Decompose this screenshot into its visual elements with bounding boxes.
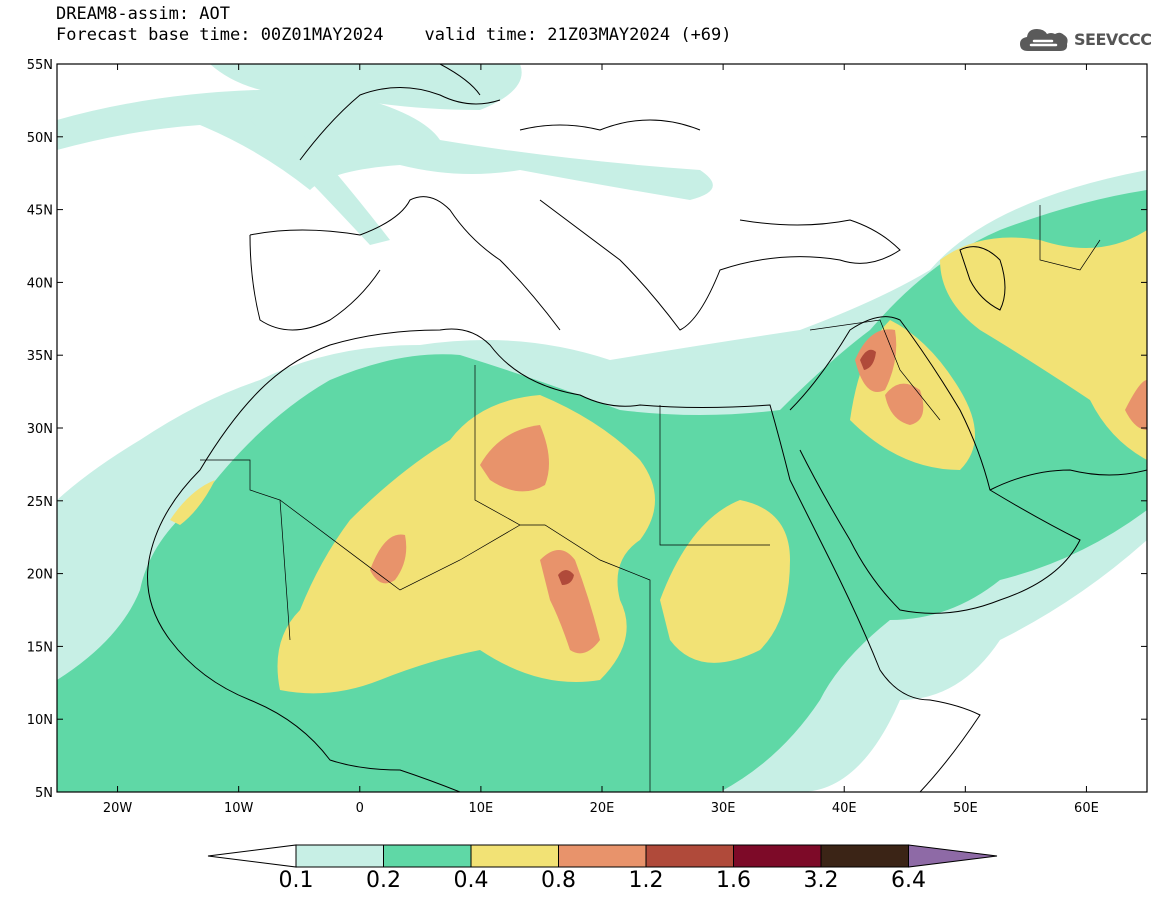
colorbar-box <box>470 844 559 868</box>
lon-axis: 20W 10W 0 10E 20E 30E 40E 50E 60E <box>103 64 1099 816</box>
lat-tick-label: 40N <box>27 276 53 291</box>
map-title: DREAM8-assim: AOT <box>56 4 230 24</box>
aot-band-12-chad <box>558 570 574 585</box>
colorbar-label: 1.2 <box>628 868 664 893</box>
colorbar-label: 1.6 <box>716 868 751 893</box>
colorbar <box>207 844 998 868</box>
colorbar-under-arrow <box>207 844 297 868</box>
aot-band-08-chad <box>540 550 600 654</box>
borders <box>200 205 1101 792</box>
aot-band-08-libya <box>480 425 549 492</box>
lat-tick-label: 20N <box>27 568 53 583</box>
map-subtitle: Forecast base time: 00Z01MAY2024 valid t… <box>56 25 732 45</box>
lon-tick-label: 0 <box>356 801 364 816</box>
seevccc-logo: SEEVCCC <box>1018 22 1152 56</box>
base-time: Forecast base time: 00Z01MAY2024 <box>56 25 384 45</box>
border-algeria-libya <box>474 365 651 792</box>
aot-band-08-iran <box>1125 380 1147 430</box>
colorbar-label: 0.1 <box>278 868 314 893</box>
aot-band-04-wafrica <box>170 480 215 525</box>
colorbar-label: 0.4 <box>453 868 489 893</box>
aot-band-08-iraq2 <box>885 383 924 425</box>
colorbar-box <box>733 844 822 868</box>
colorbar-box <box>558 844 647 868</box>
colorbar-label: 0.8 <box>541 868 576 893</box>
lon-tick-label: 50E <box>953 801 978 816</box>
aot-band-08-iraq <box>855 329 897 392</box>
coastline-caspian <box>959 246 1006 311</box>
lat-tick-label: 15N <box>27 640 53 655</box>
lat-axis: 55N 50N 45N 40N 35N 30N 25N 20N 15N 10N 5N <box>27 58 1147 801</box>
colorbar-box <box>645 844 734 868</box>
lon-tick-label: 30E <box>711 801 736 816</box>
colorbar-over-arrow <box>908 844 998 868</box>
lat-tick-label: 30N <box>27 422 53 437</box>
colorbar-box <box>820 844 909 868</box>
coastlines <box>147 64 1147 792</box>
lat-tick-label: 25N <box>27 495 53 510</box>
lon-tick-label: 10W <box>224 801 254 816</box>
coastline-arabia <box>789 316 1081 614</box>
lon-tick-label: 60E <box>1074 801 1099 816</box>
border-central-asia <box>1039 205 1101 271</box>
border-mauritania <box>200 459 291 641</box>
lon-tick-label: 20W <box>103 801 133 816</box>
border-iraq-syria <box>809 319 941 421</box>
valid-time: valid time: 21Z03MAY2024 (+69) <box>424 25 732 45</box>
colorbar-box <box>383 844 472 868</box>
aot-band-08-niger <box>370 534 407 584</box>
coastline-north <box>299 64 701 161</box>
lat-tick-label: 45N <box>27 204 53 219</box>
lat-tick-label: 55N <box>27 58 53 73</box>
coastline-africa <box>149 328 981 792</box>
border-sudan-egypt <box>659 405 770 546</box>
aot-band-12-iraq <box>860 349 876 370</box>
lon-tick-label: 20E <box>590 801 615 816</box>
lat-tick-label: 50N <box>27 131 53 146</box>
colorbar-label: 0.2 <box>366 868 401 893</box>
colorbar-box <box>295 844 384 868</box>
colorbar-label: 6.4 <box>891 868 926 893</box>
lat-tick-label: 10N <box>27 713 53 728</box>
lon-tick-label: 40E <box>832 801 857 816</box>
border-mali-niger <box>279 499 521 591</box>
lat-tick-label: 35N <box>27 349 53 364</box>
logo-text: SEEVCCC <box>1074 29 1152 49</box>
coastline-iran <box>989 469 1147 491</box>
coastline-west-africa <box>147 554 461 792</box>
lat-tick-label: 5N <box>35 786 53 801</box>
colorbar-label: 3.2 <box>803 868 839 893</box>
aot-band-01-channel <box>250 100 390 245</box>
coastline-europe <box>249 196 901 331</box>
cloud-icon <box>1020 29 1068 51</box>
aot-band-01-scandinavia <box>210 64 522 110</box>
aot-field <box>57 64 1147 792</box>
aot-band-04-caspian <box>940 230 1147 460</box>
aot-band-01-europe <box>57 89 713 200</box>
aot-band-04-east <box>660 500 790 663</box>
lon-tick-label: 10E <box>469 801 494 816</box>
